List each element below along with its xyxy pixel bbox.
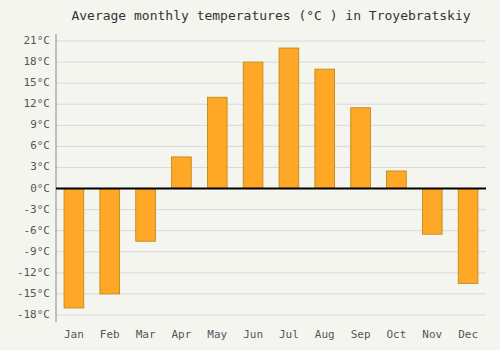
x-tick-label: Jun — [243, 328, 263, 341]
bar — [422, 189, 442, 235]
x-tick-label: Jul — [279, 328, 299, 341]
grid-line — [56, 314, 486, 315]
y-tick-label: -18°C — [17, 308, 50, 321]
grid-line — [56, 41, 486, 42]
y-tick-label: -15°C — [17, 287, 50, 300]
bar — [458, 189, 478, 284]
y-tick-label: 12°C — [24, 97, 51, 110]
y-tick-label: -12°C — [17, 266, 50, 279]
x-tick-label: May — [207, 328, 227, 341]
grid-line — [56, 62, 486, 63]
grid — [56, 41, 486, 315]
x-tick-label: Aug — [315, 328, 335, 341]
y-tick-label: 21°C — [24, 34, 51, 47]
zero-line — [56, 188, 486, 190]
y-tick-label: 18°C — [24, 55, 51, 68]
x-tick-label: Nov — [422, 328, 442, 341]
y-tick-label: -6°C — [24, 224, 51, 237]
x-axis: Jan Feb Mar Apr May Jun Jul Aug Sep Oct Nov Dec — [64, 328, 478, 341]
bar — [207, 97, 227, 188]
grid-line — [56, 272, 486, 273]
bar — [136, 189, 156, 242]
grid-line — [56, 83, 486, 84]
grid-line — [56, 167, 486, 168]
y-axis: -18°C -15°C -12°C -9°C -6°C -3°C 0°C 3°C 6°C 9°C 1… — [17, 34, 56, 322]
bar — [279, 48, 299, 188]
y-tick-label: -3°C — [24, 203, 51, 216]
grid-line — [56, 146, 486, 147]
x-tick-label: Sep — [351, 328, 371, 341]
chart-container: Average monthly temperatures (°C ) in Tr… — [0, 0, 500, 350]
chart: Average monthly temperatures (°C ) in Tr… — [0, 0, 500, 350]
x-tick-label: Feb — [100, 328, 120, 341]
grid-line — [56, 104, 486, 105]
grid-line — [56, 209, 486, 210]
bar — [100, 189, 120, 294]
bar — [387, 171, 407, 189]
grid-line — [56, 293, 486, 294]
bar — [243, 62, 263, 188]
y-tick-label: 15°C — [24, 76, 51, 89]
bar — [64, 189, 84, 308]
title: Average monthly temperatures (°C ) in Tr… — [71, 8, 470, 23]
x-tick-label: Mar — [136, 328, 156, 341]
bars — [56, 48, 486, 308]
y-tick-label: 6°C — [30, 139, 50, 152]
grid-line — [56, 251, 486, 252]
grid-line — [56, 125, 486, 126]
grid-line — [56, 230, 486, 231]
y-axis-line — [56, 34, 57, 322]
grid-line — [56, 188, 486, 189]
x-tick-label: Dec — [458, 328, 478, 341]
bar — [315, 69, 335, 188]
bar — [351, 108, 371, 189]
y-tick-label: 3°C — [30, 160, 50, 173]
x-tick-label: Jan — [64, 328, 84, 341]
x-tick-label: Oct — [386, 328, 406, 341]
bar — [172, 157, 192, 189]
y-tick-label: -9°C — [24, 245, 51, 258]
y-tick-label: 0°C — [30, 182, 50, 195]
x-tick-label: Apr — [171, 328, 191, 341]
y-tick-label: 9°C — [30, 118, 50, 131]
